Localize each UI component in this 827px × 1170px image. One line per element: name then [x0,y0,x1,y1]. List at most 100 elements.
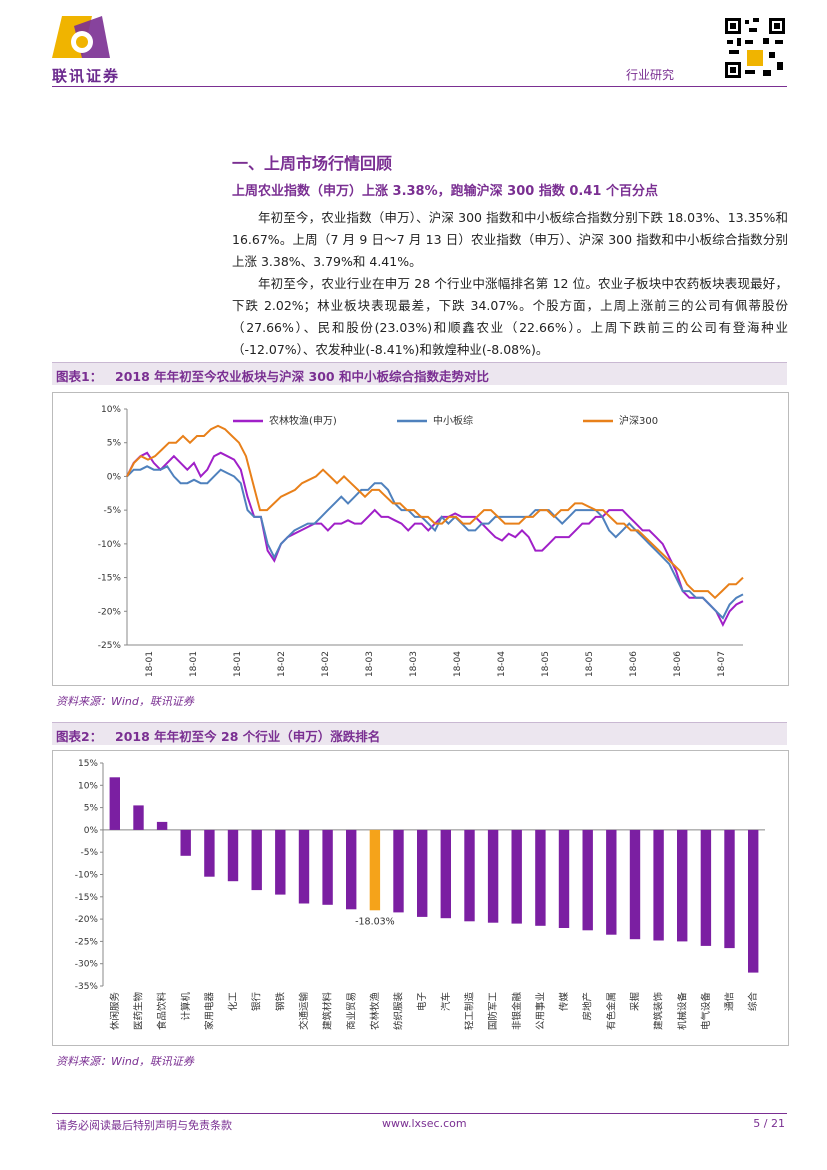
bar-19 [558,829,570,928]
bar-2 [156,821,168,830]
section-heading: 一、上周市场行情回顾 [232,154,393,173]
x-tick-label: 18-04 [497,651,507,677]
category-label: 银行 [251,992,263,1012]
bar-5 [227,829,239,882]
category-label: 医药生物 [132,992,144,1031]
bar-14 [440,829,451,919]
highlight-data-label: -18.03% [355,916,395,927]
legend-label-2: 沪深300 [619,414,658,427]
series-line-1 [126,465,744,620]
category-label: 公用事业 [534,992,546,1030]
bar-11 [369,829,381,911]
figure2-title-bar [52,722,787,745]
bar-22 [629,829,641,940]
category-label: 家用电器 [203,992,215,1031]
bar-1 [133,805,144,830]
x-tick-label: 18-06 [673,651,683,677]
category-label: 建筑装饰 [653,992,665,1030]
x-tick-label: 18-01 [145,651,155,677]
line-chart: 10% 5% 0% -5% -10% -15% -20% -25% 18-01 18-01 18-0… [98,405,744,677]
category-label: 汽车 [440,992,452,1011]
category-label: 纺织服装 [393,992,405,1031]
figure1-chart-frame: 10% 5% 0% -5% -10% -15% -20% -25% 18-01 18-01 18-0… [52,392,789,686]
y-tick-label: 0% [84,826,99,836]
category-label: 商业贸易 [345,992,357,1030]
section-subheading: 上周农业指数（申万）上涨 3.38%，跑输沪深 300 指数 0.41 个百分点 [232,184,658,199]
y-tick-label: -25% [75,937,99,947]
bar-13 [417,829,428,917]
y-tick-label: 0% [107,472,122,482]
y-tick-label: 15% [78,759,98,769]
company-logo [52,16,110,58]
category-label: 有色金属 [605,992,617,1030]
y-tick-label: 10% [101,405,121,415]
y-tick-label: 10% [78,781,98,791]
x-tick-label: 18-07 [717,651,727,677]
category-label: 采掘 [629,992,641,1011]
bar-25 [700,829,712,946]
bar-23 [653,829,664,941]
bar-15 [464,829,475,922]
bar-10 [346,829,357,910]
category-label: 传媒 [558,992,570,1012]
x-tick-label: 18-03 [409,651,419,677]
footer-page-number: 5 / 21 [753,1117,785,1130]
category-label: 建筑材料 [322,992,334,1031]
category-label: 国防军工 [487,992,499,1031]
footer-divider [52,1113,787,1114]
bar-4 [204,829,215,877]
figure2-source: 资料来源：Wind，联讯证券 [56,1055,194,1068]
footer-disclaimer[interactable]: 请务必阅读最后特别声明与免责条款 [56,1119,232,1132]
series-line-0 [126,451,744,628]
figure1-title-bar [52,362,787,385]
x-tick-label: 18-04 [453,651,463,677]
figure2-label: 图表2： [56,729,103,744]
category-label: 机械设备 [676,992,688,1031]
y-tick-label: -10% [98,540,122,550]
y-tick-label: -10% [75,871,99,881]
category-label: 计算机 [180,992,192,1021]
y-tick-label: -15% [75,893,99,903]
header-divider [52,86,787,87]
bar-20 [582,829,593,931]
bar-24 [677,829,688,942]
bar-chart: 15% 10% 5% 0% -5% -10% -15% -20% -25% -30% -35% 休闲服… [75,759,765,1031]
y-tick-label: 5% [84,804,99,814]
paragraph-2: 年初至今，农业行业在申万 28 个行业中涨幅排名第 12 位。农业子板块中农药板… [232,276,788,357]
series-line-2 [126,424,744,600]
bar-27 [748,829,759,973]
figure1-source: 资料来源：Wind，联讯证券 [56,695,194,708]
category-label: 通信 [724,992,736,1011]
bar-6 [251,829,262,891]
category-label: 交通运输 [298,992,310,1031]
figure2-title: 2018 年年初至今 28 个行业（申万）涨跌排名 [115,729,381,744]
category-label: 综合 [747,992,759,1012]
y-tick-label: -20% [75,915,99,925]
y-tick-label: -30% [75,960,99,970]
x-tick-label: 18-02 [321,651,331,677]
x-tick-label: 18-02 [277,651,287,677]
category-label: 休闲服务 [109,992,121,1031]
x-tick-label: 18-05 [585,651,595,677]
x-tick-label: 18-01 [233,651,243,677]
bar-3 [180,829,191,856]
y-tick-label: 5% [107,439,122,449]
category-label: 农林牧渔 [369,992,381,1031]
bar-0 [109,777,120,830]
y-tick-label: -5% [103,506,121,516]
category-label: 电气设备 [700,992,712,1031]
y-tick-label: -15% [98,574,122,584]
figure1-label: 图表1： [56,369,103,384]
bar-21 [606,829,617,935]
category-label: 电子 [416,992,428,1012]
y-tick-label: -35% [75,982,99,992]
figure1-title: 2018 年年初至今农业板块与沪深 300 和中小板综合指数走势对比 [115,369,489,384]
category-label: 食品饮料 [156,992,168,1031]
company-name: 联讯证券 [52,67,121,85]
x-tick-label: 18-06 [629,651,639,677]
bar-26 [724,829,735,949]
category-label: 化工 [227,992,239,1012]
x-tick-label: 18-01 [189,651,199,677]
figure2-chart-frame: 15% 10% 5% 0% -5% -10% -15% -20% -25% -30% -35% 休闲服… [52,750,789,1046]
footer-website[interactable]: www.lxsec.com [382,1117,467,1130]
